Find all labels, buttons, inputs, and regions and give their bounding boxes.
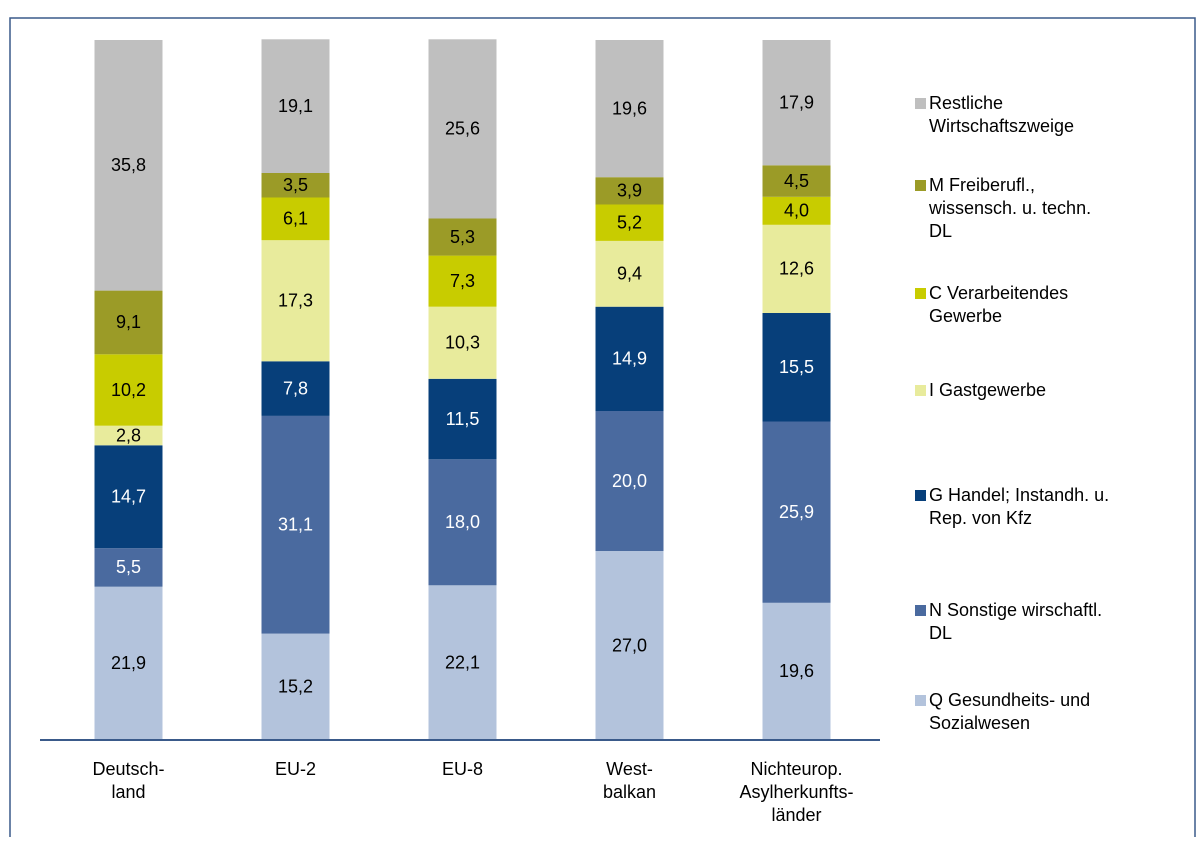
bar-segment <box>762 196 831 225</box>
value-label: 20,0 <box>612 471 647 491</box>
value-label: 17,3 <box>278 291 313 311</box>
bar-segment <box>261 39 330 173</box>
x-tick-label: Deutsch-land <box>92 759 164 802</box>
legend-label: Restliche Wirtschaftszweige <box>929 93 1074 136</box>
bar-segment <box>428 585 497 740</box>
value-label: 18,0 <box>445 512 480 532</box>
bar-segment <box>261 197 330 241</box>
x-tick-label: EU-2 <box>275 759 316 779</box>
legend-label: G Handel; Instandh. u. Rep. von Kfz <box>929 485 1109 528</box>
value-label: 25,6 <box>445 119 480 139</box>
legend-label: I Gastgewerbe <box>929 380 1046 400</box>
bar-segment <box>428 459 497 586</box>
bar-segment <box>261 361 330 416</box>
legend-label: N Sonstige wirschaftl. DL <box>929 600 1102 643</box>
bar-segment <box>94 548 163 587</box>
value-label: 5,3 <box>450 227 475 247</box>
value-label: 14,9 <box>612 349 647 369</box>
value-label: 9,4 <box>617 264 642 284</box>
value-label: 19,6 <box>612 98 647 118</box>
value-label: 4,5 <box>784 171 809 191</box>
value-label: 15,5 <box>779 357 814 377</box>
bar-segment <box>762 313 831 422</box>
x-tick-label: EU-8 <box>442 759 483 779</box>
value-label: 15,2 <box>278 677 313 697</box>
value-label: 19,6 <box>779 661 814 681</box>
value-label: 6,1 <box>283 209 308 229</box>
value-label: 21,9 <box>111 653 146 673</box>
bar-segment <box>595 240 664 307</box>
bar-segment <box>595 551 664 740</box>
value-label: 10,2 <box>111 380 146 400</box>
bar-segment <box>762 602 831 740</box>
legend-label: M Freiberufl., wissensch. u. techn. DL <box>928 175 1091 241</box>
bar-segment <box>762 165 831 197</box>
value-label: 5,5 <box>116 557 141 577</box>
bar-segment <box>261 240 330 362</box>
value-label: 35,8 <box>111 155 146 175</box>
value-label: 31,1 <box>278 515 313 535</box>
value-label: 2,8 <box>116 425 141 445</box>
legend-label: C Verarbeitendes Gewerbe <box>929 283 1068 326</box>
value-label: 3,9 <box>617 181 642 201</box>
value-label: 27,0 <box>612 635 647 655</box>
bar-segment <box>595 177 664 205</box>
bar-segment <box>261 633 330 740</box>
bar-segment <box>762 224 831 313</box>
legend-label: Q Gesundheits- und Sozialwesen <box>929 690 1090 733</box>
value-label: 3,5 <box>283 175 308 195</box>
bar-segment <box>261 415 330 634</box>
legend-swatch <box>915 490 926 501</box>
bar-segment <box>762 421 831 603</box>
bar-segment <box>428 255 497 307</box>
value-label: 5,2 <box>617 212 642 232</box>
legend-swatch <box>915 385 926 396</box>
value-label: 22,1 <box>445 652 480 672</box>
bar-segment <box>94 445 163 549</box>
value-label: 25,9 <box>779 502 814 522</box>
bar-segment <box>428 39 497 219</box>
legend-swatch <box>915 98 926 109</box>
value-label: 17,9 <box>779 92 814 112</box>
value-label: 12,6 <box>779 259 814 279</box>
value-label: 14,7 <box>111 487 146 507</box>
bar-segment <box>94 425 163 446</box>
value-label: 7,3 <box>450 271 475 291</box>
bar-segment <box>94 586 163 740</box>
bar-segment <box>428 378 497 460</box>
x-tick-label: Nichteurop. Asylherkunfts-länder <box>739 759 853 825</box>
value-label: 9,1 <box>116 312 141 332</box>
bar-segment <box>94 354 163 426</box>
legend-swatch <box>915 695 926 706</box>
legend-swatch <box>915 288 926 299</box>
value-label: 4,0 <box>784 201 809 221</box>
bar-segment <box>428 218 497 256</box>
value-label: 19,1 <box>278 96 313 116</box>
legend-swatch <box>915 605 926 616</box>
bar-segment <box>595 40 664 178</box>
x-tick-label: West-balkan <box>603 759 656 802</box>
value-label: 7,8 <box>283 378 308 398</box>
bar-segment <box>428 306 497 379</box>
bar-segment <box>595 204 664 241</box>
value-label: 11,5 <box>446 409 480 429</box>
bar-segment <box>595 411 664 551</box>
bar-segment <box>762 40 831 166</box>
bar-segment <box>595 306 664 411</box>
bar-segment <box>261 173 330 198</box>
frame <box>9 17 1196 842</box>
bar-segment <box>94 290 163 355</box>
bar-segment <box>94 40 163 291</box>
value-label: 10,3 <box>445 333 480 353</box>
legend-swatch <box>915 180 926 191</box>
